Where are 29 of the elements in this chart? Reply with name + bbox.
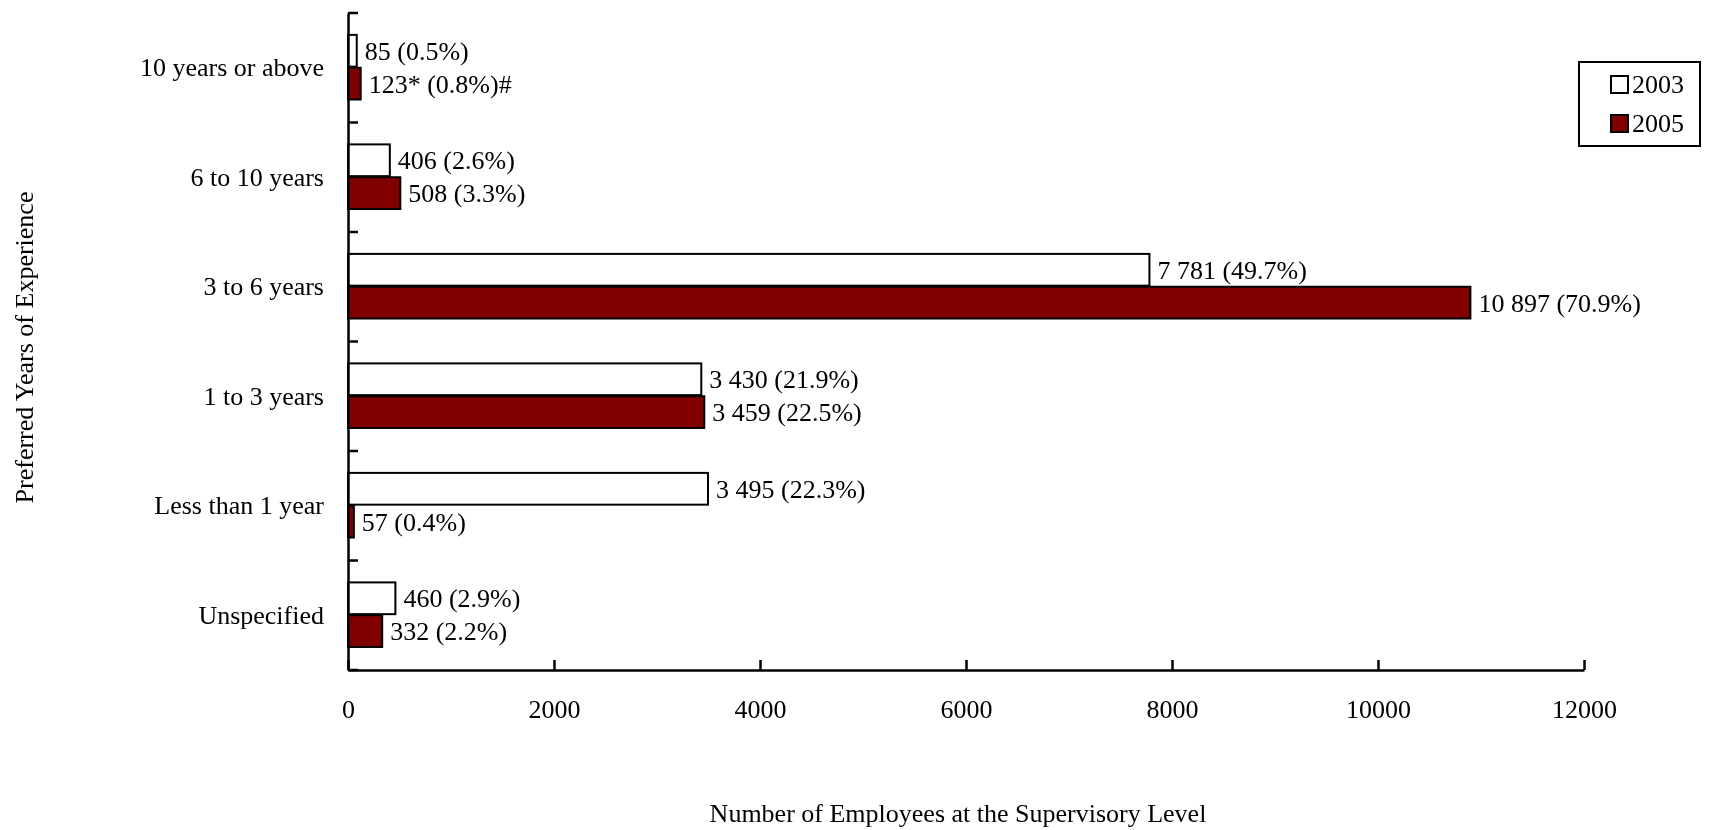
data-label: 7 781 (49.7%) — [1157, 255, 1307, 285]
x-tick-label: 2000 — [528, 695, 581, 725]
x-tick-label: 6000 — [940, 695, 993, 725]
y-tick-label: 1 to 3 years — [203, 381, 324, 411]
x-tick-label: 10000 — [1346, 695, 1411, 725]
legend-label: 2005 — [1632, 109, 1684, 139]
y-tick-label: Less than 1 year — [154, 491, 325, 521]
y-axis-title: Preferred Years of Experience — [10, 191, 39, 504]
data-label: 508 (3.3%) — [408, 179, 526, 209]
y-tick-label: Unspecified — [198, 600, 324, 630]
legend-label: 2003 — [1632, 70, 1684, 100]
data-label: 123* (0.8%)# — [368, 69, 512, 99]
data-label: 10 897 (70.9%) — [1478, 288, 1641, 318]
data-label: 85 (0.5%) — [364, 36, 469, 66]
data-label: 3 430 (21.9%) — [709, 365, 859, 395]
data-label: 3 459 (22.5%) — [712, 398, 862, 428]
data-label: 406 (2.6%) — [397, 146, 515, 176]
y-tick-label: 3 to 6 years — [203, 272, 324, 302]
x-tick-label: 4000 — [734, 695, 787, 725]
x-tick-label: 8000 — [1146, 695, 1199, 725]
data-label: 57 (0.4%) — [361, 507, 466, 537]
data-label: 460 (2.9%) — [403, 584, 521, 614]
x-tick-label: 12000 — [1552, 695, 1617, 725]
y-tick-label: 10 years or above — [139, 53, 324, 83]
data-label: 332 (2.2%) — [390, 617, 508, 647]
y-tick-label: 6 to 10 years — [190, 162, 324, 192]
x-axis-title: Number of Employees at the Supervisory Level — [709, 799, 1207, 828]
data-label: 3 495 (22.3%) — [715, 474, 866, 504]
x-tick-label: 0 — [342, 695, 355, 725]
